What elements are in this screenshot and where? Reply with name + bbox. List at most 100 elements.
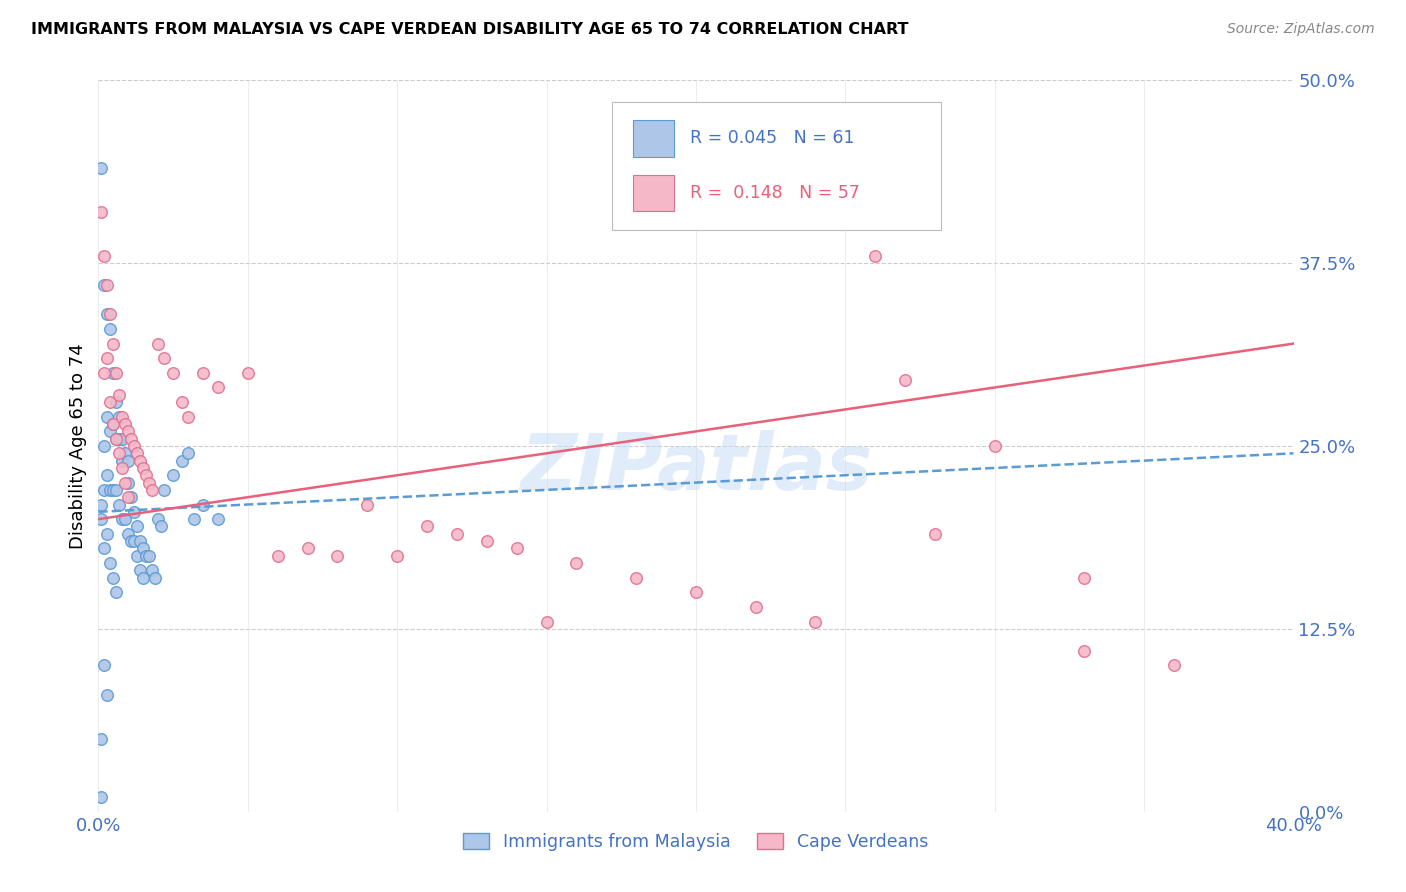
Point — [326, 549, 349, 563]
Point — [267, 549, 290, 563]
Point — [98, 395, 122, 409]
Point — [626, 571, 648, 585]
Point — [894, 373, 917, 387]
Point — [96, 351, 118, 366]
Point — [153, 351, 176, 366]
Point — [177, 446, 200, 460]
Point — [117, 453, 139, 467]
Point — [138, 549, 160, 563]
Point — [172, 395, 194, 409]
Point — [98, 556, 122, 570]
Point — [96, 307, 118, 321]
Point — [132, 461, 155, 475]
Point — [103, 571, 125, 585]
Text: Source: ZipAtlas.com: Source: ZipAtlas.com — [1227, 22, 1375, 37]
Point — [98, 483, 122, 497]
Point — [565, 556, 588, 570]
Point — [129, 534, 152, 549]
Point — [108, 446, 131, 460]
Point — [93, 278, 115, 293]
Point — [93, 249, 115, 263]
Point — [1073, 644, 1095, 658]
Point — [108, 409, 131, 424]
Point — [984, 439, 1007, 453]
Point — [96, 409, 118, 424]
Point — [114, 417, 136, 431]
Point — [105, 483, 128, 497]
Point — [111, 461, 134, 475]
Point — [120, 490, 142, 504]
Point — [143, 571, 166, 585]
Point — [114, 512, 136, 526]
Point — [150, 519, 173, 533]
Text: R = 0.045   N = 61: R = 0.045 N = 61 — [690, 129, 855, 147]
Point — [132, 571, 155, 585]
Point — [114, 475, 136, 490]
Point — [177, 409, 200, 424]
Point — [172, 453, 194, 467]
Point — [120, 534, 142, 549]
Point — [127, 519, 149, 533]
Point — [153, 483, 176, 497]
Point — [90, 205, 112, 219]
Point — [90, 512, 112, 526]
Point — [475, 534, 498, 549]
Point — [90, 161, 112, 175]
Point — [108, 432, 131, 446]
Point — [148, 336, 170, 351]
Point — [138, 475, 160, 490]
Point — [236, 366, 259, 380]
Point — [90, 731, 112, 746]
Point — [536, 615, 558, 629]
Point — [103, 417, 125, 431]
Point — [127, 446, 149, 460]
Point — [141, 563, 163, 577]
Point — [924, 526, 946, 541]
Point — [98, 322, 122, 336]
Point — [93, 483, 115, 497]
Point — [685, 585, 707, 599]
Point — [191, 366, 214, 380]
Point — [105, 395, 128, 409]
Point — [356, 498, 378, 512]
Point — [90, 498, 112, 512]
Point — [114, 446, 136, 460]
Point — [865, 249, 887, 263]
Point — [111, 453, 134, 467]
Point — [117, 475, 139, 490]
Point — [416, 519, 439, 533]
Point — [96, 278, 118, 293]
Point — [105, 432, 128, 446]
Point — [103, 483, 125, 497]
Point — [446, 526, 468, 541]
Point — [96, 468, 118, 483]
Text: ZIPatlas: ZIPatlas — [520, 430, 872, 506]
Point — [135, 468, 157, 483]
Point — [162, 366, 184, 380]
Point — [111, 512, 134, 526]
Point — [183, 512, 205, 526]
Point — [98, 307, 122, 321]
Point — [129, 453, 152, 467]
Point — [207, 512, 229, 526]
Point — [105, 366, 128, 380]
Point — [124, 439, 146, 453]
Point — [93, 541, 115, 556]
Point — [385, 549, 409, 563]
Point — [804, 615, 827, 629]
Point — [1163, 658, 1185, 673]
Point — [96, 688, 118, 702]
Point — [96, 526, 118, 541]
Point — [111, 409, 134, 424]
Point — [117, 526, 139, 541]
Bar — [633, 175, 675, 211]
Point — [108, 388, 131, 402]
Point — [506, 541, 529, 556]
Y-axis label: Disability Age 65 to 74: Disability Age 65 to 74 — [69, 343, 87, 549]
Point — [108, 498, 131, 512]
Point — [105, 585, 128, 599]
Point — [129, 563, 152, 577]
Point — [103, 336, 125, 351]
Point — [191, 498, 214, 512]
Point — [124, 505, 146, 519]
